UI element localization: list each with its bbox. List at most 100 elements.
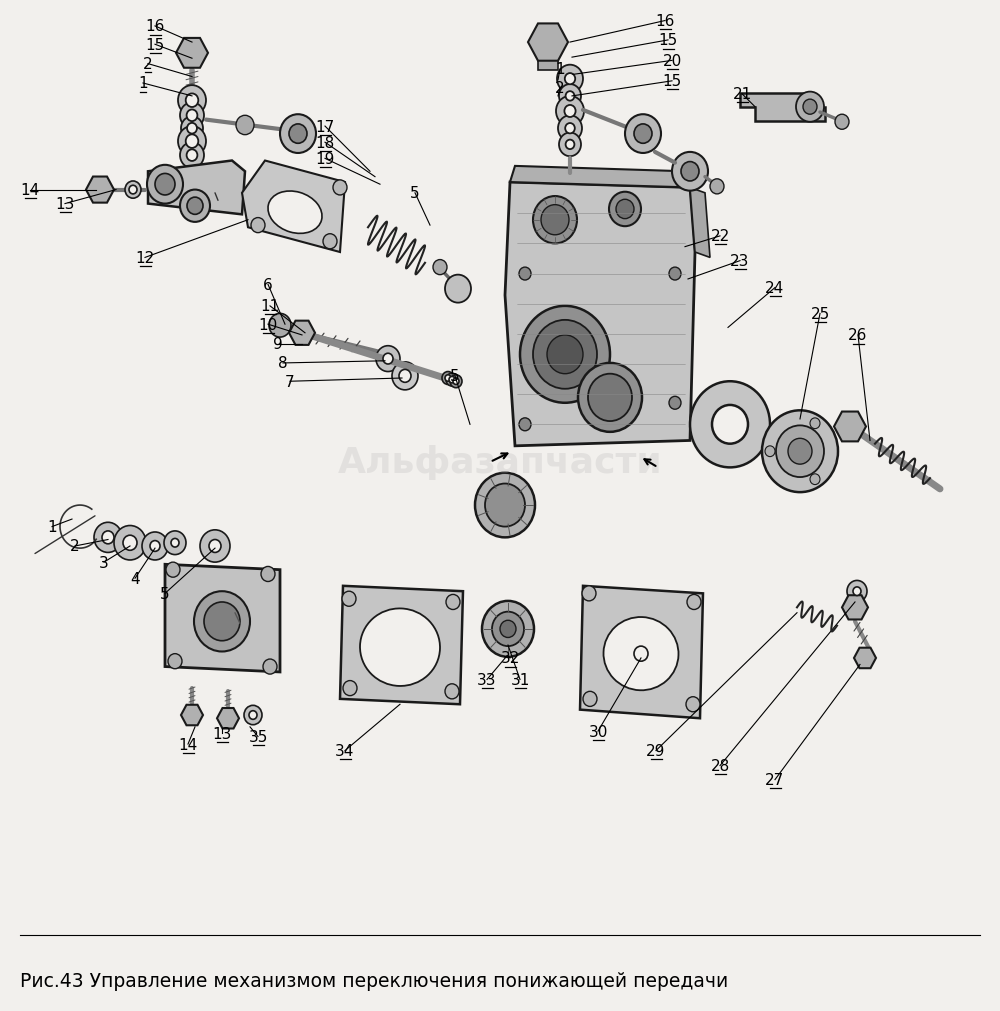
Circle shape (125, 182, 141, 199)
Circle shape (251, 218, 265, 234)
Text: 23: 23 (730, 254, 750, 269)
Circle shape (171, 539, 179, 548)
Circle shape (765, 447, 775, 457)
Circle shape (669, 268, 681, 281)
Circle shape (280, 115, 316, 154)
Circle shape (249, 711, 257, 720)
Circle shape (686, 697, 700, 712)
Text: 31: 31 (510, 672, 530, 687)
Text: 1: 1 (555, 63, 565, 78)
Polygon shape (148, 162, 245, 215)
Circle shape (102, 532, 114, 544)
Circle shape (261, 567, 275, 582)
Circle shape (343, 680, 357, 696)
Circle shape (449, 377, 455, 383)
Polygon shape (510, 167, 690, 188)
Circle shape (445, 684, 459, 700)
Circle shape (187, 110, 197, 122)
Circle shape (578, 364, 642, 433)
Circle shape (289, 124, 307, 145)
Circle shape (681, 163, 699, 182)
Circle shape (796, 92, 824, 122)
Circle shape (626, 638, 656, 670)
Circle shape (712, 405, 748, 444)
Text: 33: 33 (477, 672, 497, 687)
Text: 14: 14 (178, 737, 198, 752)
Circle shape (342, 591, 356, 607)
Circle shape (533, 197, 577, 245)
Bar (538, 58, 558, 71)
Text: 26: 26 (848, 329, 868, 343)
Circle shape (690, 382, 770, 468)
Circle shape (150, 541, 160, 552)
Circle shape (520, 306, 610, 403)
Circle shape (810, 419, 820, 430)
Circle shape (519, 268, 531, 281)
Circle shape (180, 190, 210, 222)
Circle shape (399, 370, 411, 383)
Circle shape (565, 124, 575, 134)
Circle shape (588, 374, 632, 422)
Circle shape (187, 198, 203, 215)
Circle shape (556, 97, 584, 127)
Circle shape (187, 151, 197, 162)
Circle shape (323, 235, 337, 250)
Circle shape (533, 320, 597, 389)
Circle shape (485, 484, 525, 527)
Polygon shape (842, 595, 868, 620)
Text: 1: 1 (47, 520, 57, 535)
Circle shape (445, 375, 451, 382)
Circle shape (566, 92, 574, 101)
Text: 18: 18 (315, 135, 335, 151)
Circle shape (155, 174, 175, 196)
Text: 15: 15 (145, 37, 165, 53)
Circle shape (180, 144, 204, 169)
Text: 8: 8 (278, 356, 288, 371)
Circle shape (547, 336, 583, 374)
Text: 10: 10 (258, 317, 278, 333)
Text: 16: 16 (655, 14, 675, 29)
Text: 25: 25 (810, 306, 830, 321)
Text: 1: 1 (138, 77, 148, 91)
Circle shape (687, 594, 701, 610)
Polygon shape (580, 586, 703, 719)
Circle shape (710, 180, 724, 195)
Text: 35: 35 (248, 729, 268, 744)
Circle shape (269, 314, 291, 338)
Ellipse shape (360, 609, 440, 686)
Circle shape (200, 531, 230, 562)
Circle shape (166, 562, 180, 577)
Polygon shape (505, 183, 695, 447)
Circle shape (776, 426, 824, 477)
Circle shape (187, 123, 197, 134)
Text: 4: 4 (130, 571, 140, 586)
Text: 15: 15 (662, 74, 682, 89)
Polygon shape (340, 586, 463, 705)
Polygon shape (242, 162, 345, 253)
Circle shape (129, 186, 137, 195)
Text: 16: 16 (145, 19, 165, 34)
Circle shape (433, 260, 447, 275)
Circle shape (194, 591, 250, 652)
Text: Альфазапчасти: Альфазапчасти (338, 445, 662, 480)
Polygon shape (165, 565, 280, 672)
Circle shape (147, 166, 183, 204)
Circle shape (541, 205, 569, 236)
Circle shape (559, 133, 581, 157)
Circle shape (669, 397, 681, 409)
Circle shape (94, 523, 122, 553)
Circle shape (625, 115, 661, 154)
Text: 5: 5 (450, 369, 460, 384)
Polygon shape (854, 648, 876, 668)
Circle shape (204, 603, 240, 641)
Polygon shape (217, 709, 239, 729)
Circle shape (559, 85, 581, 108)
Polygon shape (740, 94, 825, 121)
Ellipse shape (268, 192, 322, 235)
Circle shape (634, 124, 652, 145)
Circle shape (164, 532, 186, 555)
Circle shape (609, 192, 641, 226)
Circle shape (383, 354, 393, 365)
Text: 22: 22 (710, 229, 730, 244)
Circle shape (209, 540, 221, 553)
